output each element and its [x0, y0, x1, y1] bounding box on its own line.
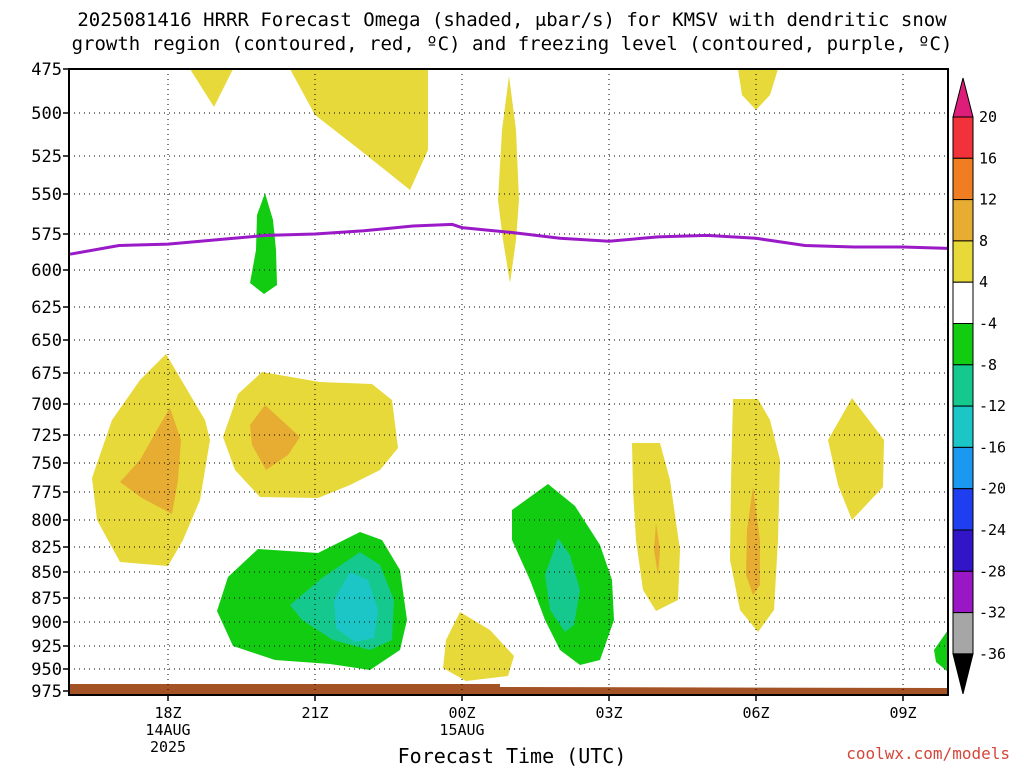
colorbar-segment	[952, 612, 974, 655]
colorbar-segment	[952, 240, 974, 283]
colorbar-segment	[952, 488, 974, 531]
omega-region-orange1	[120, 408, 181, 514]
y-tick-label: 900	[31, 613, 62, 633]
omega-region-teal2	[545, 538, 580, 632]
chart-title-line2: growth region (contoured, red, ºC) and f…	[71, 33, 953, 55]
x-tick-sublabel: 15AUG	[439, 721, 484, 739]
colorbar-segment	[952, 199, 974, 242]
x-tick-label: 00Z	[448, 704, 475, 722]
y-tick-label: 850	[31, 563, 62, 583]
y-axis-ticks: 475 500 525 550 575 600 625 650 675 700 725 750 775 8…	[31, 60, 69, 702]
credit-link[interactable]: coolwx.com/models	[846, 744, 1010, 763]
x-tick-label: 06Z	[742, 704, 769, 722]
colorbar-segment	[952, 157, 974, 201]
chart-title: 2025081416 HRRR Forecast Omega (shaded, …	[0, 8, 1024, 56]
y-tick-label: 700	[31, 395, 62, 415]
y-tick-label: 500	[31, 104, 62, 124]
colorbar-segment	[952, 281, 974, 325]
omega-region-yellow-top2	[290, 69, 428, 190]
omega-region-yellow-thin	[498, 76, 519, 283]
colorbar-label: -36	[979, 645, 1006, 663]
y-tick-label: 975	[31, 682, 62, 702]
colorbar-label: 20	[979, 108, 997, 126]
y-tick-label: 475	[31, 60, 62, 80]
colorbar-segment	[952, 323, 974, 366]
colorbar-label: 8	[979, 232, 988, 250]
colorbar-label: -24	[979, 521, 1006, 539]
y-tick-label: 625	[31, 298, 62, 318]
x-tick-label: 21Z	[301, 704, 328, 722]
y-tick-label: 675	[31, 364, 62, 384]
y-tick-label: 725	[31, 426, 62, 446]
y-tick-label: 875	[31, 589, 62, 609]
x-axis-label: Forecast Time (UTC)	[397, 744, 627, 768]
colorbar-label: -32	[979, 604, 1006, 622]
omega-region-cyan	[334, 572, 378, 642]
colorbar-label: -4	[979, 315, 997, 333]
colorbar-segment	[952, 364, 974, 407]
omega-shading	[92, 69, 948, 681]
colorbar-segment	[952, 446, 974, 490]
y-tick-label: 750	[31, 454, 62, 474]
colorbar-label: -8	[979, 356, 997, 374]
y-tick-label: 950	[31, 660, 62, 680]
x-tick-label: 18Z	[154, 704, 181, 722]
y-tick-label: 525	[31, 147, 62, 167]
colorbar-segment	[952, 570, 974, 614]
y-tick-label: 925	[31, 637, 62, 657]
colorbar-label: -16	[979, 438, 1006, 456]
y-tick-label: 575	[31, 225, 62, 245]
colorbar-label: -12	[979, 397, 1006, 415]
colorbar-label: 16	[979, 149, 997, 167]
omega-region-green-thin	[250, 193, 277, 294]
colorbar-label: 4	[979, 273, 988, 291]
omega-region-yellow-right3	[828, 398, 884, 520]
x-tick-label: 03Z	[595, 704, 622, 722]
x-tick-sublabel: 14AUG	[145, 721, 190, 739]
colorbar-label: -20	[979, 480, 1006, 498]
omega-region-orange3	[654, 523, 660, 575]
colorbar-segment	[952, 529, 974, 572]
y-tick-label: 800	[31, 511, 62, 531]
omega-region-yellow-top3	[738, 69, 778, 110]
colorbar-top-arrow	[952, 77, 974, 118]
colorbar-segment	[952, 116, 974, 159]
colorbar: 20 16 12 8 4 -4 -8 -12 -16 -20 -24 -28 -32 -36	[952, 77, 1006, 695]
colorbar-segment	[952, 405, 974, 448]
x-tick-label: 09Z	[889, 704, 916, 722]
freezing-level-line	[69, 222, 949, 256]
x-tick-sublabel: 2025	[150, 738, 186, 756]
y-tick-label: 825	[31, 538, 62, 558]
colorbar-label: 12	[979, 191, 997, 209]
colorbar-bottom-arrow	[952, 653, 974, 695]
omega-region-yellow-top1	[190, 69, 233, 107]
omega-region-yellow-bottom	[443, 612, 514, 681]
chart-title-line1: 2025081416 HRRR Forecast Omega (shaded, …	[77, 9, 947, 31]
y-tick-label: 550	[31, 185, 62, 205]
plot-area	[68, 68, 949, 696]
colorbar-label: -28	[979, 562, 1006, 580]
y-tick-label: 600	[31, 261, 62, 281]
omega-region-orange2	[250, 405, 300, 470]
terrain-bar	[69, 684, 948, 695]
y-tick-label: 650	[31, 331, 62, 351]
omega-region-green-edge	[934, 630, 948, 672]
y-tick-label: 775	[31, 483, 62, 503]
plot-frame	[68, 68, 949, 696]
